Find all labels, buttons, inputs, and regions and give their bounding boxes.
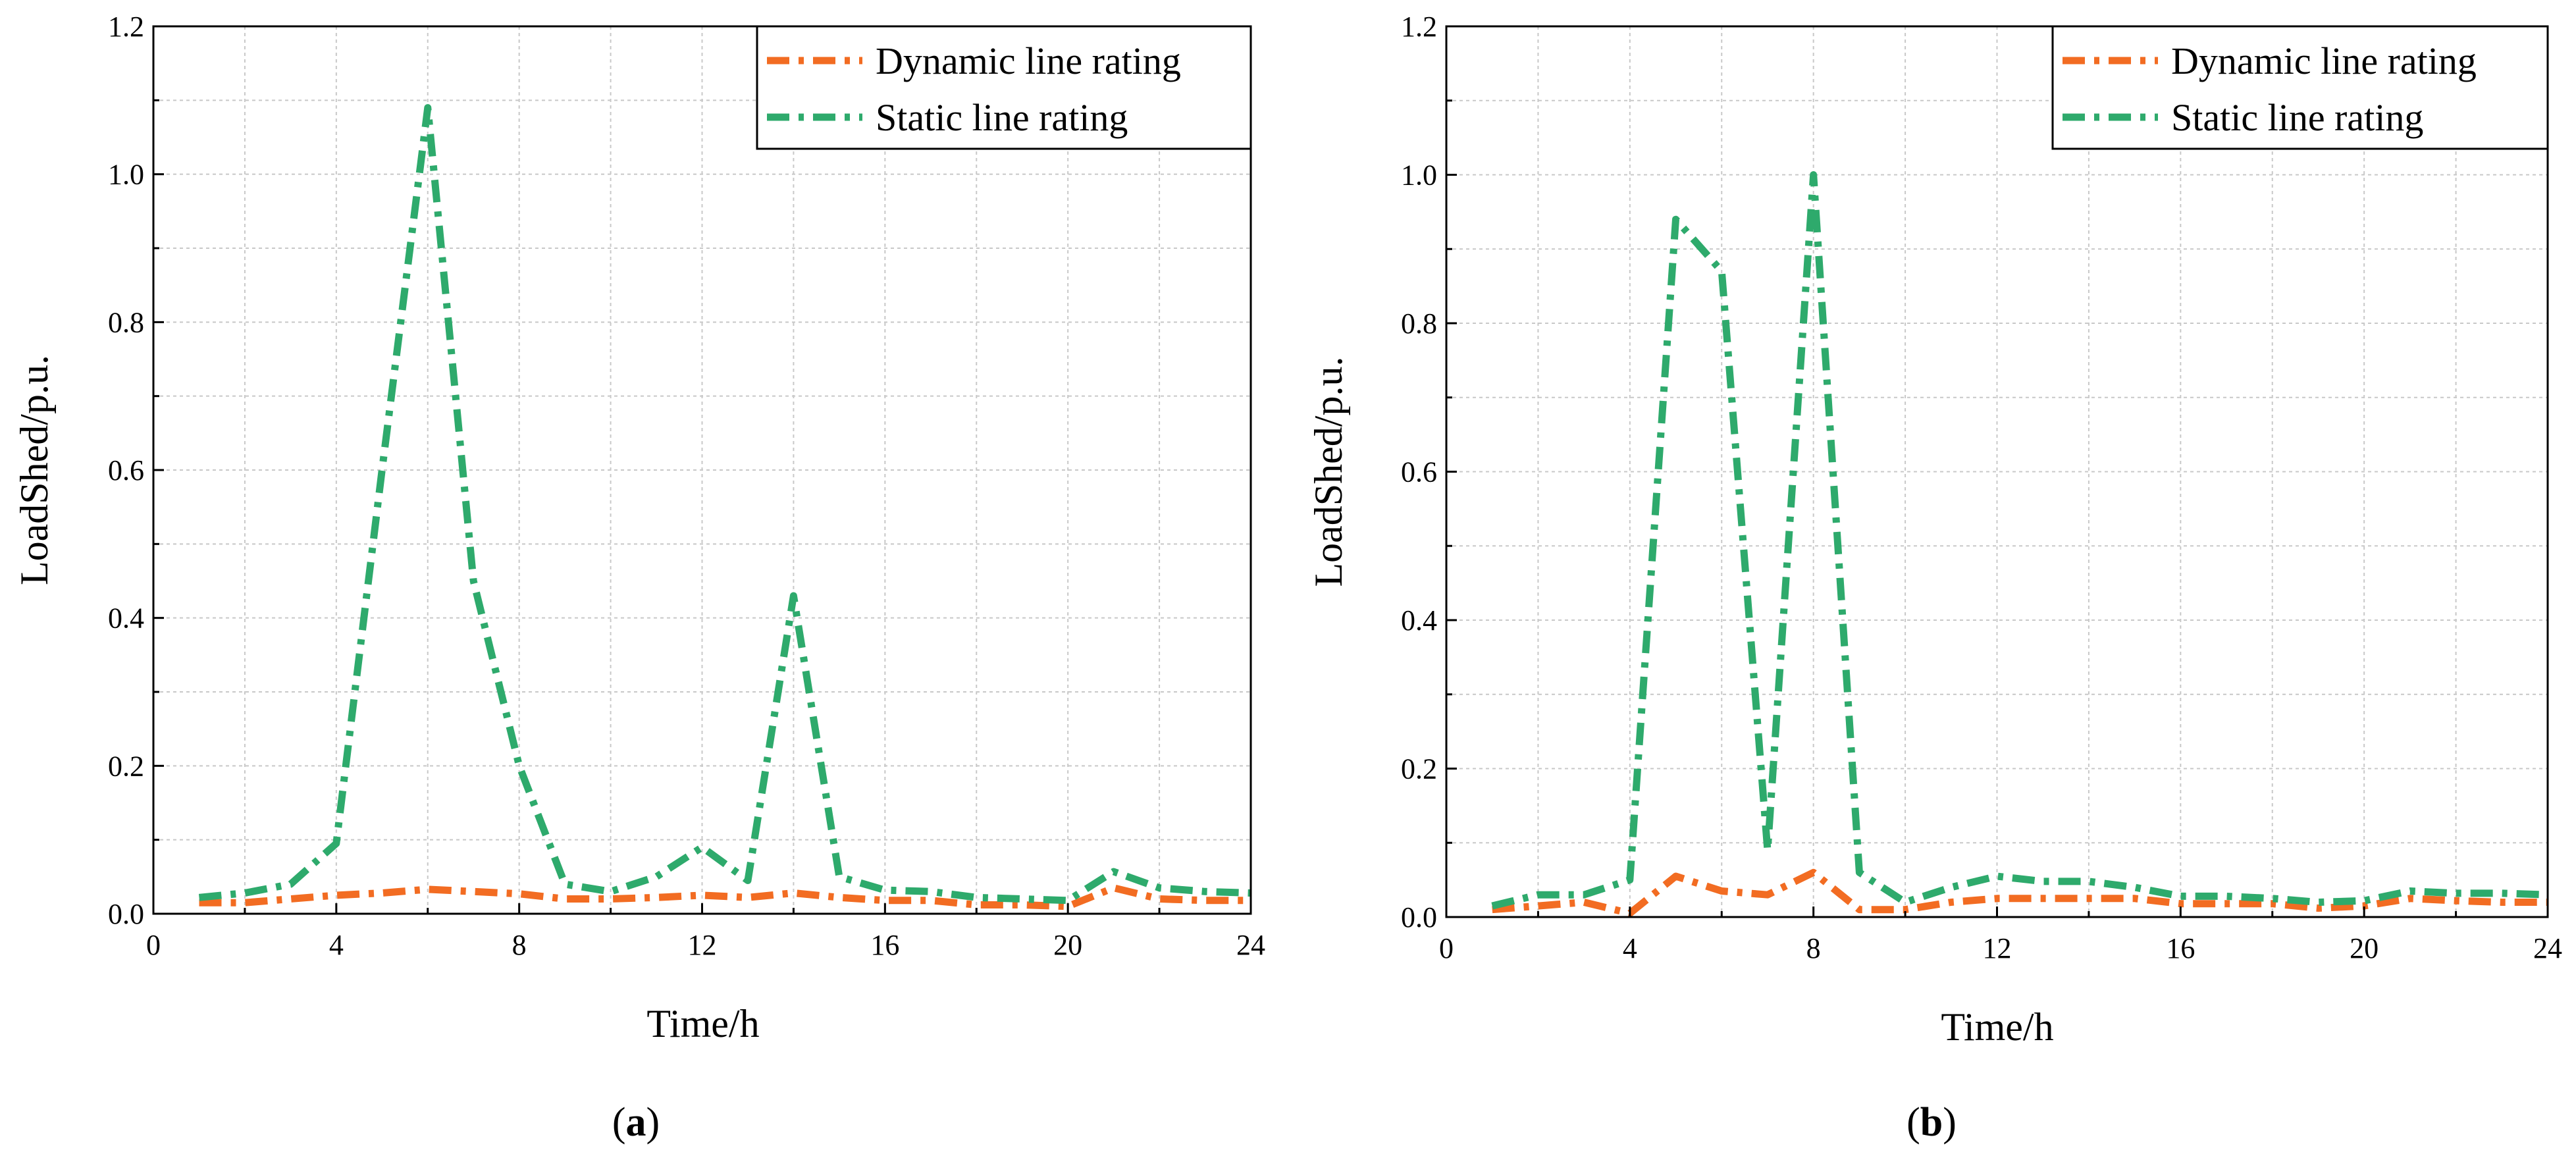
- x-tick-label: 4: [329, 929, 344, 961]
- chart-panel-b: 0 4 8 12 16 20 24 0.0 0.2 0.4 0.6 0.8 1.0 1.2 Time/h Lo…: [1307, 11, 2562, 1145]
- x-tick-label: 8: [512, 929, 527, 961]
- caption-letter: b: [1920, 1100, 1943, 1145]
- panel-caption: (b): [1906, 1100, 1957, 1145]
- x-tick-label: 24: [1236, 929, 1265, 961]
- y-tick-label: 0.8: [1401, 307, 1437, 340]
- x-tick-label: 0: [146, 929, 161, 961]
- legend-label-static: Static line rating: [876, 96, 1128, 139]
- x-axis-label: Time/h: [646, 1002, 759, 1045]
- y-tick-label: 0.4: [108, 602, 144, 635]
- x-tick-label: 4: [1623, 932, 1637, 964]
- legend-label-dynamic: Dynamic line rating: [876, 39, 1181, 82]
- legend-box: [2051, 25, 2549, 150]
- legend: Dynamic line rating Static line rating: [2051, 25, 2549, 150]
- x-tick-label: 0: [1439, 932, 1454, 964]
- legend-box: [756, 25, 1252, 150]
- y-tick-label: 0.6: [108, 454, 144, 486]
- series-line-dynamic: [199, 884, 1251, 910]
- x-tick-label: 16: [2166, 932, 2195, 964]
- y-tick-label: 0.0: [108, 898, 144, 930]
- x-tick-label: 24: [2533, 932, 2562, 964]
- y-axis-label: LoadShed/p.u.: [1307, 357, 1350, 587]
- y-tick-label: 1.0: [108, 159, 144, 191]
- y-tick-label: 0.6: [1401, 456, 1437, 488]
- x-tick-label: 20: [2350, 932, 2379, 964]
- series-line-dynamic: [1492, 868, 2548, 917]
- x-tick-label: 8: [1806, 932, 1821, 964]
- y-tick-label: 0.8: [108, 306, 144, 338]
- series-line-static: [1491, 171, 2548, 910]
- caption-open: (: [612, 1100, 626, 1145]
- y-tick-label: 1.2: [108, 11, 144, 43]
- chart-panel-a: 0 4 8 12 16 20 24 0.0 0.2 0.4 0.6 0.8 1.0 1.2 Time/h Lo…: [13, 11, 1265, 1145]
- legend: Dynamic line rating Static line rating: [756, 25, 1252, 150]
- series-line-static: [198, 104, 1251, 905]
- legend-label-static: Static line rating: [2171, 96, 2423, 139]
- y-tick-label: 1.0: [1401, 159, 1437, 192]
- y-tick-label: 0.2: [1401, 753, 1437, 785]
- y-tick-label: 0.0: [1401, 901, 1437, 933]
- caption-letter: a: [626, 1100, 646, 1145]
- x-tick-label: 12: [1983, 932, 2012, 964]
- x-tick-label: 12: [688, 929, 717, 961]
- y-tick-label: 0.2: [108, 750, 144, 782]
- x-tick-label: 20: [1053, 929, 1082, 961]
- legend-label-dynamic: Dynamic line rating: [2171, 39, 2477, 82]
- panel-caption: (a): [612, 1100, 660, 1145]
- caption-open: (: [1906, 1100, 1920, 1145]
- y-tick-label: 1.2: [1401, 11, 1437, 43]
- x-axis-label: Time/h: [1941, 1005, 2053, 1049]
- caption-close: ): [1943, 1100, 1957, 1145]
- y-tick-label: 0.4: [1401, 604, 1437, 637]
- caption-close: ): [646, 1100, 660, 1145]
- y-axis-label: LoadShed/p.u.: [13, 355, 56, 585]
- x-tick-label: 16: [870, 929, 899, 961]
